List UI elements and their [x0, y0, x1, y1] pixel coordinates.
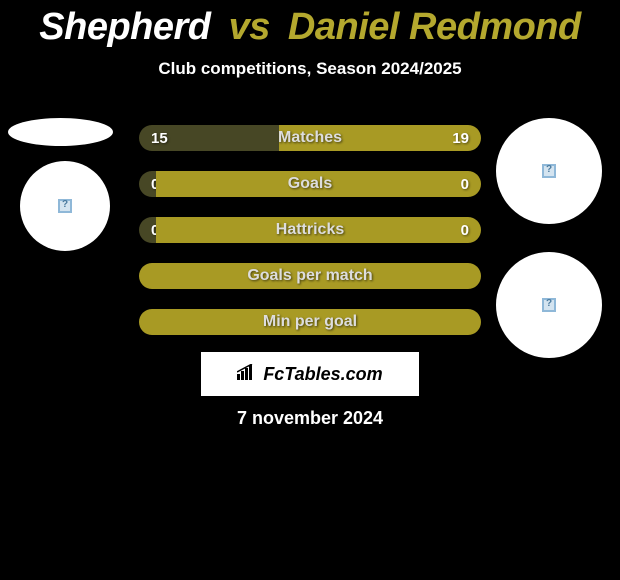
player2-avatar-placeholder	[496, 118, 602, 224]
stat-row: 0 0 Goals	[139, 171, 481, 197]
comparison-title: Shepherd vs Daniel Redmond	[0, 0, 620, 49]
player2-name: Daniel Redmond	[288, 6, 581, 48]
right-avatars	[496, 118, 602, 358]
bar-segment-left: 15	[139, 125, 279, 151]
placeholder-icon	[542, 298, 556, 312]
brand-text: FcTables.com	[263, 364, 382, 385]
stats-bars: 15 19 Matches 0 0 Goals 0 0 Hattricks Goals per m…	[139, 125, 481, 355]
chart-icon	[237, 364, 257, 385]
player1-club-badge	[20, 161, 110, 251]
stat-right-value: 19	[452, 130, 469, 147]
vs-label: vs	[229, 6, 270, 48]
placeholder-icon	[58, 199, 72, 213]
stat-left-value: 15	[151, 130, 168, 147]
date-label: 7 november 2024	[0, 408, 620, 429]
stat-row: Min per goal	[139, 309, 481, 335]
stat-label: Goals per match	[247, 267, 372, 285]
left-avatars	[8, 118, 113, 251]
stat-row: Goals per match	[139, 263, 481, 289]
stat-label: Matches	[278, 129, 342, 147]
player1-avatar-placeholder	[8, 118, 113, 146]
player1-name: Shepherd	[39, 6, 210, 48]
stat-label: Min per goal	[263, 313, 357, 331]
stat-row: 0 0 Hattricks	[139, 217, 481, 243]
subtitle: Club competitions, Season 2024/2025	[0, 59, 620, 79]
player2-club-badge	[496, 252, 602, 358]
stat-label: Goals	[288, 175, 332, 193]
bar-segment-left: 0	[139, 217, 156, 243]
brand-banner: FcTables.com	[201, 352, 419, 396]
stat-row: 15 19 Matches	[139, 125, 481, 151]
stat-right-value: 0	[461, 222, 469, 239]
placeholder-icon	[542, 164, 556, 178]
bar-segment-left: 0	[139, 171, 156, 197]
stat-label: Hattricks	[276, 221, 344, 239]
stat-right-value: 0	[461, 176, 469, 193]
